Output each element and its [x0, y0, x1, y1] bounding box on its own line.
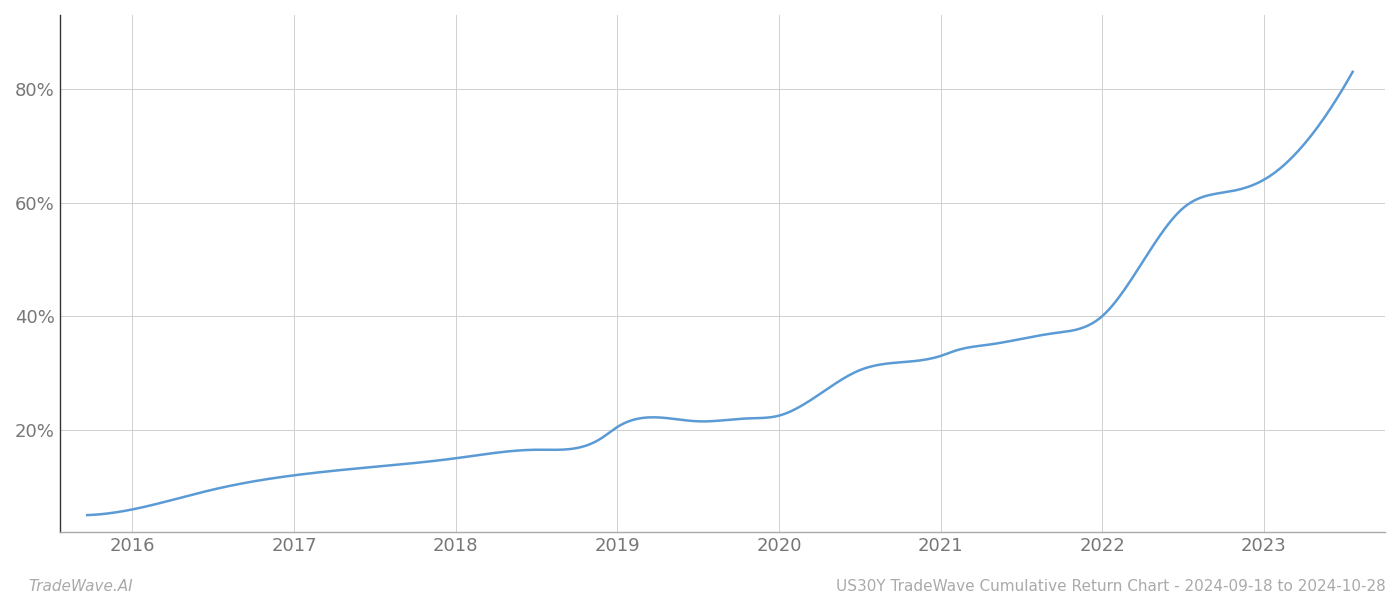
Text: US30Y TradeWave Cumulative Return Chart - 2024-09-18 to 2024-10-28: US30Y TradeWave Cumulative Return Chart …	[836, 579, 1386, 594]
Text: TradeWave.AI: TradeWave.AI	[28, 579, 133, 594]
